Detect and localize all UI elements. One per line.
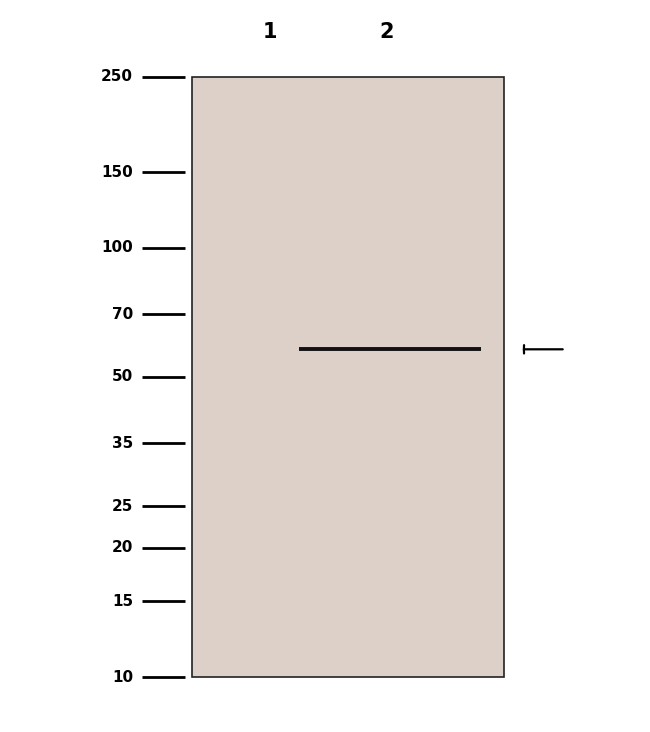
Text: 15: 15 — [112, 594, 133, 609]
Text: 1: 1 — [263, 23, 277, 42]
Text: 100: 100 — [101, 240, 133, 255]
Text: 10: 10 — [112, 670, 133, 684]
Text: 250: 250 — [101, 70, 133, 84]
Text: 70: 70 — [112, 307, 133, 322]
Text: 20: 20 — [112, 540, 133, 556]
Text: 2: 2 — [380, 23, 394, 42]
Bar — [192, 77, 504, 677]
Text: 25: 25 — [112, 498, 133, 514]
Text: 150: 150 — [101, 165, 133, 179]
Text: 50: 50 — [112, 370, 133, 384]
Text: 35: 35 — [112, 436, 133, 451]
